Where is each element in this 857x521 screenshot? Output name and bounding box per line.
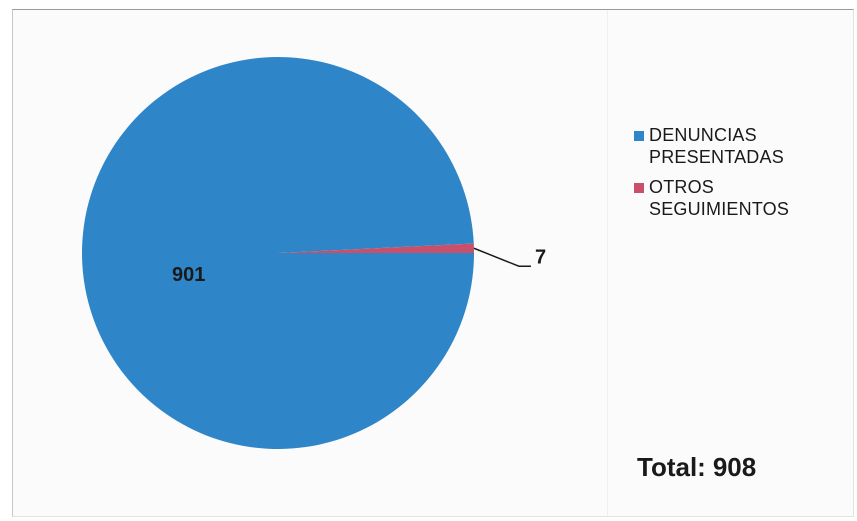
data-label-leader-line xyxy=(473,247,531,268)
total-label: Total: xyxy=(637,452,706,482)
total-value: 908 xyxy=(712,452,757,482)
legend-label-line1: OTROS xyxy=(649,177,715,197)
legend-label-line1: DENUNCIAS xyxy=(649,125,757,145)
legend-label-line2: PRESENTADAS xyxy=(649,147,784,167)
legend-item-otros: OTROS SEGUIMIENTOS xyxy=(633,176,848,220)
divider xyxy=(607,10,608,516)
legend-item-denuncias: DENUNCIAS PRESENTADAS xyxy=(633,124,848,168)
legend-swatch-otros xyxy=(634,183,644,193)
legend-label-line2: SEGUIMIENTOS xyxy=(649,199,790,219)
pie-slice-denuncias xyxy=(82,57,474,450)
pie-slices xyxy=(82,57,474,450)
legend-swatch-denuncias xyxy=(634,131,644,141)
legend: DENUNCIAS PRESENTADAS OTROS SEGUIMIENTOS xyxy=(633,124,848,228)
data-label-otros: 7 xyxy=(535,246,546,268)
data-label-denuncias: 901 xyxy=(172,264,205,286)
pie-slice-otros xyxy=(278,243,474,253)
total-count: Total: 908 xyxy=(637,452,756,483)
